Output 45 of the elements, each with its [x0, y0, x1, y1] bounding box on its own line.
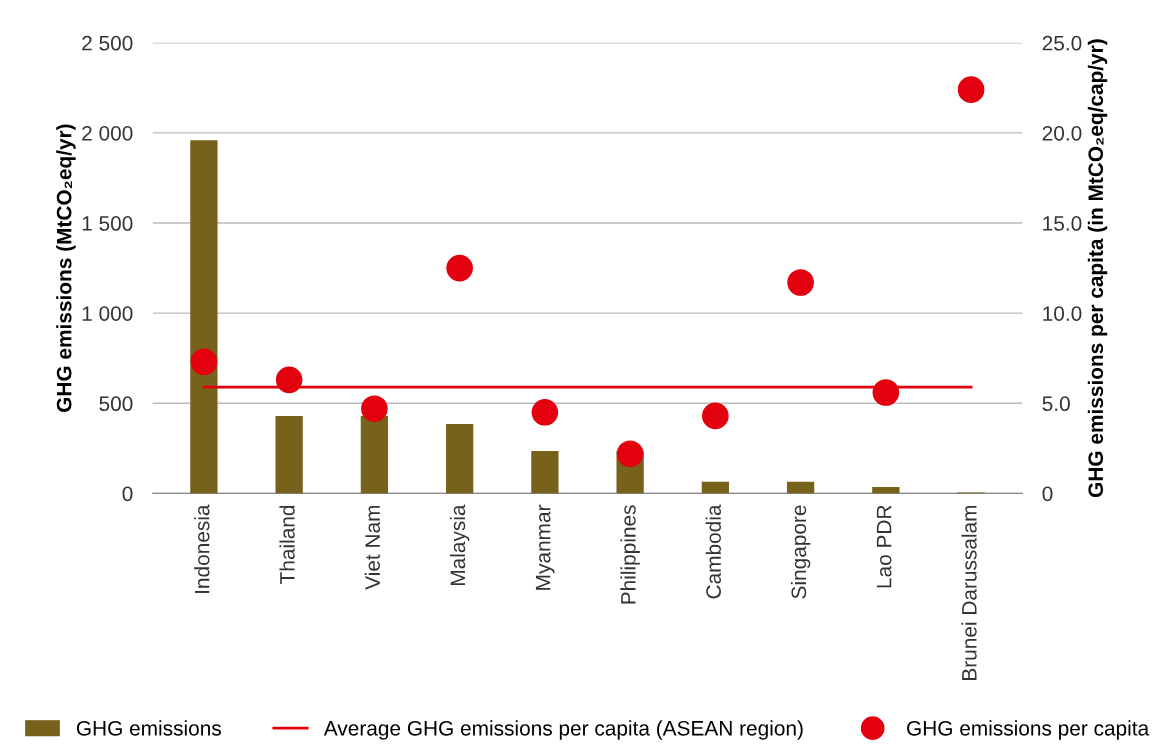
y2-tick-label: 5.0: [1042, 396, 1070, 412]
y-tick-label: 500: [99, 396, 133, 412]
bar: [275, 415, 303, 494]
point: [361, 395, 388, 423]
x-tick-label: Malaysia: [449, 504, 470, 586]
bar: [445, 424, 474, 494]
x-tick-label: Brunei Darussalam: [961, 505, 977, 680]
point: [872, 379, 900, 406]
bar: [531, 451, 559, 494]
legend-label: GHG emissions: [76, 720, 221, 736]
bar: [786, 481, 815, 494]
point: [616, 440, 644, 468]
bar: [872, 487, 900, 494]
x-tick-label: Viet Nam: [364, 505, 380, 590]
y2-tick-label: 25.0: [1042, 35, 1082, 51]
x-tick-label: Myanmar: [535, 504, 555, 590]
y-tick-label: 2 500: [82, 35, 133, 51]
point: [190, 348, 218, 376]
bar: [190, 140, 218, 494]
x-tick-label: Cambodia: [705, 504, 721, 599]
legend-label: GHG emissions per capita: [907, 720, 1150, 740]
y2-tick-label: 20.0: [1042, 125, 1082, 141]
y2-tick-label: 10.0: [1043, 306, 1082, 321]
y2-tick-label: 15.0: [1043, 216, 1082, 231]
point: [957, 76, 985, 103]
y2-axis-title: GHG emissions per capita (in MtCO₂eq/cap/yr): [1087, 39, 1108, 498]
bar: [701, 481, 730, 494]
x-tick-label: Indonesia: [194, 504, 210, 593]
x-tick-label: Lao PDR: [876, 505, 892, 588]
point: [787, 269, 814, 296]
y-tick-label: 1 500: [82, 216, 133, 231]
y-axis-title: GHG emissions (MtCO₂eq/yr): [56, 124, 76, 412]
legend-label: Average GHG emissions per capita (ASEAN region): [323, 720, 803, 740]
x-tick-label: Thailand: [279, 505, 295, 584]
x-tick-label: Singapore: [790, 505, 811, 599]
point: [702, 402, 729, 430]
point: [275, 366, 303, 394]
x-tick-label: Philippines: [620, 505, 640, 604]
point: [531, 398, 559, 426]
bar: [360, 415, 389, 494]
point: [446, 254, 473, 282]
y-tick-label: 0: [122, 486, 133, 502]
y2-tick-label: 0: [1042, 486, 1053, 502]
y-tick-label: 2 000: [82, 125, 133, 141]
y-tick-label: 1 000: [82, 306, 133, 321]
